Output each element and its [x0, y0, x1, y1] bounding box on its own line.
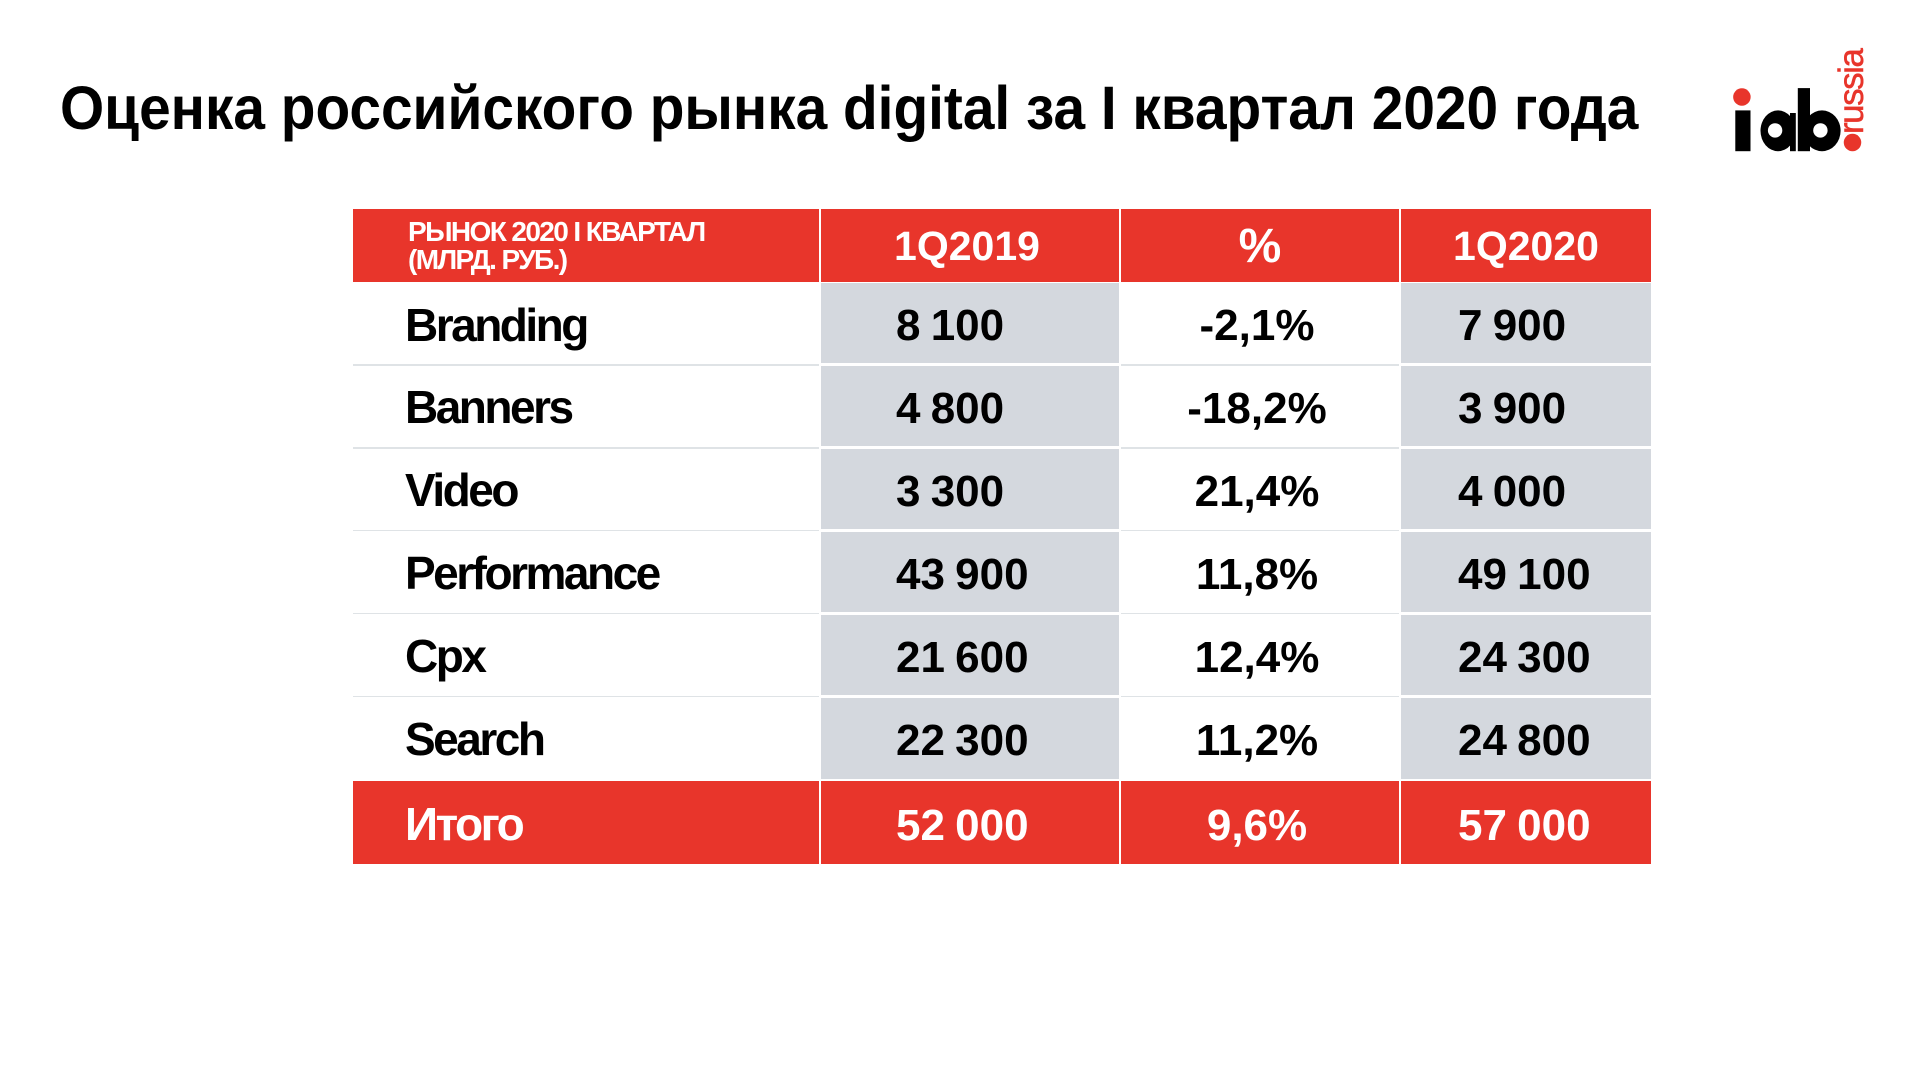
- svg-text:russia: russia: [1832, 48, 1871, 134]
